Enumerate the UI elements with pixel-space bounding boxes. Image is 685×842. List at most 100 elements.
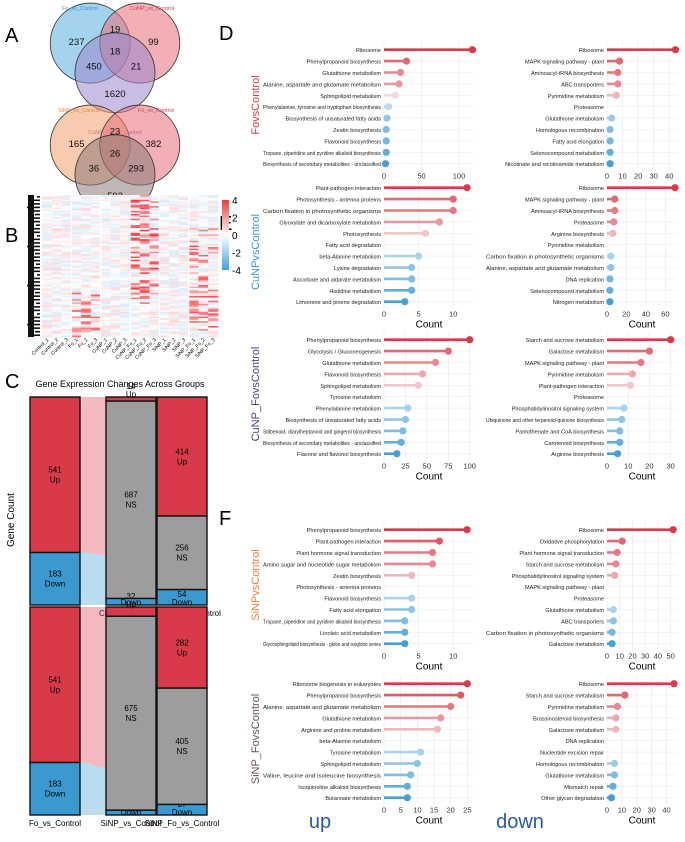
heatmap-cell [90, 232, 101, 235]
lollipop-dot [447, 702, 455, 711]
heatmap-cell [81, 278, 92, 281]
heatmap-cell [149, 198, 160, 201]
alluvial-label: Up [177, 649, 188, 658]
heatmap-cell [178, 221, 189, 224]
heatmap-cell [81, 240, 92, 243]
heatmap-cell [42, 316, 53, 319]
heatmap-cell [139, 267, 150, 270]
heatmap-cell [159, 314, 170, 317]
heatmap-cell [110, 202, 121, 205]
heatmap-cell [120, 281, 131, 284]
heatmap-cell [100, 221, 111, 224]
heatmap-cell [130, 270, 141, 273]
heatmap-cell [81, 297, 92, 300]
heatmap-cell [139, 262, 150, 265]
heatmap-cell [188, 220, 199, 223]
heatmap-cell [188, 311, 199, 314]
heatmap-cell [159, 269, 170, 272]
heatmap-cell [159, 221, 170, 224]
heatmap-cell [100, 262, 111, 265]
heatmap-cell [169, 240, 180, 243]
heatmap-cell [81, 295, 92, 298]
x-tick-label: 20 [446, 805, 454, 814]
heatmap-cell [110, 218, 121, 221]
heatmap-cell [42, 248, 53, 251]
heatmap-cell [178, 333, 189, 336]
heatmap-cell [90, 273, 101, 276]
heatmap-cell [139, 281, 150, 284]
heatmap-cell [61, 243, 72, 246]
heatmap-cell [188, 273, 199, 276]
heatmap-cell [159, 224, 170, 227]
heatmap-cell [61, 277, 72, 279]
venn-count-ab: 19 [110, 24, 121, 35]
heatmap-cell [198, 313, 209, 316]
heatmap-cell [149, 251, 160, 254]
alluvial-label: Up [126, 600, 137, 609]
heatmap-cell [198, 303, 209, 306]
heatmap-cell [61, 302, 72, 305]
heatmap-cell [130, 314, 141, 317]
heatmap-cell [139, 232, 150, 235]
heatmap-cell [42, 311, 53, 314]
heatmap-cell [198, 286, 209, 289]
heatmap-cell [61, 267, 72, 270]
heatmap-cell [149, 201, 160, 204]
heatmap-cell [198, 228, 209, 231]
heatmap-cell [208, 232, 219, 235]
heatmap-cell [100, 280, 111, 283]
heatmap-cell [110, 231, 121, 234]
heatmap-cell [120, 297, 131, 300]
heatmap-cell [208, 299, 219, 302]
heatmap-cell [149, 310, 160, 313]
heatmap-cell [178, 295, 189, 298]
heatmap-cell [120, 264, 131, 267]
heatmap-cell [110, 223, 121, 226]
heatmap-cell [120, 329, 131, 331]
heatmap-cell [159, 217, 170, 219]
heatmap-cell [208, 196, 219, 199]
heatmap-cell [208, 256, 219, 259]
heatmap-cell [159, 284, 170, 287]
heatmap-cell [198, 333, 209, 336]
category-label: Fatty acid elongation [552, 139, 604, 145]
lollipop-dot [428, 548, 437, 557]
heatmap-cell [208, 270, 219, 273]
heatmap-cell [188, 333, 199, 336]
heatmap-cell [61, 310, 72, 313]
category-label: Linoleic acid metabolism [320, 631, 381, 637]
heatmap-cell [100, 207, 111, 210]
heatmap-cell [149, 218, 160, 221]
category-label: Plant-pathogen interaction [316, 186, 381, 192]
alluvial-bar-up [105, 606, 157, 617]
heatmap-cell [100, 253, 111, 256]
heatmap-cell [120, 218, 131, 221]
heatmap-cell [100, 272, 111, 275]
category-label: Ribosome [356, 48, 381, 54]
heatmap-cell [188, 329, 199, 331]
heatmap-cell [100, 325, 111, 328]
category-label: DNA replication [565, 739, 604, 745]
heatmap-cell [110, 232, 121, 235]
heatmap-cell [159, 259, 170, 262]
heatmap-cell [61, 325, 72, 328]
heatmap-cell [100, 283, 111, 286]
heatmap-cell [42, 305, 53, 308]
heatmap-cell [100, 209, 111, 212]
heatmap-cell [120, 201, 131, 204]
heatmap-cell [139, 289, 150, 292]
lollipop-dot [408, 605, 416, 614]
heatmap-cell [61, 278, 72, 281]
heatmap-cell [130, 281, 141, 284]
heatmap-cell [198, 217, 209, 219]
heatmap-cell [90, 299, 101, 302]
x-axis-label: Count [629, 471, 656, 482]
heatmap-cell [120, 239, 131, 242]
heatmap-cell [51, 236, 62, 238]
heatmap-cell [81, 314, 92, 317]
heatmap-cell [100, 284, 111, 287]
heatmap-cell [71, 199, 82, 202]
heatmap-cell [71, 221, 82, 224]
heatmap-cell [51, 332, 62, 335]
